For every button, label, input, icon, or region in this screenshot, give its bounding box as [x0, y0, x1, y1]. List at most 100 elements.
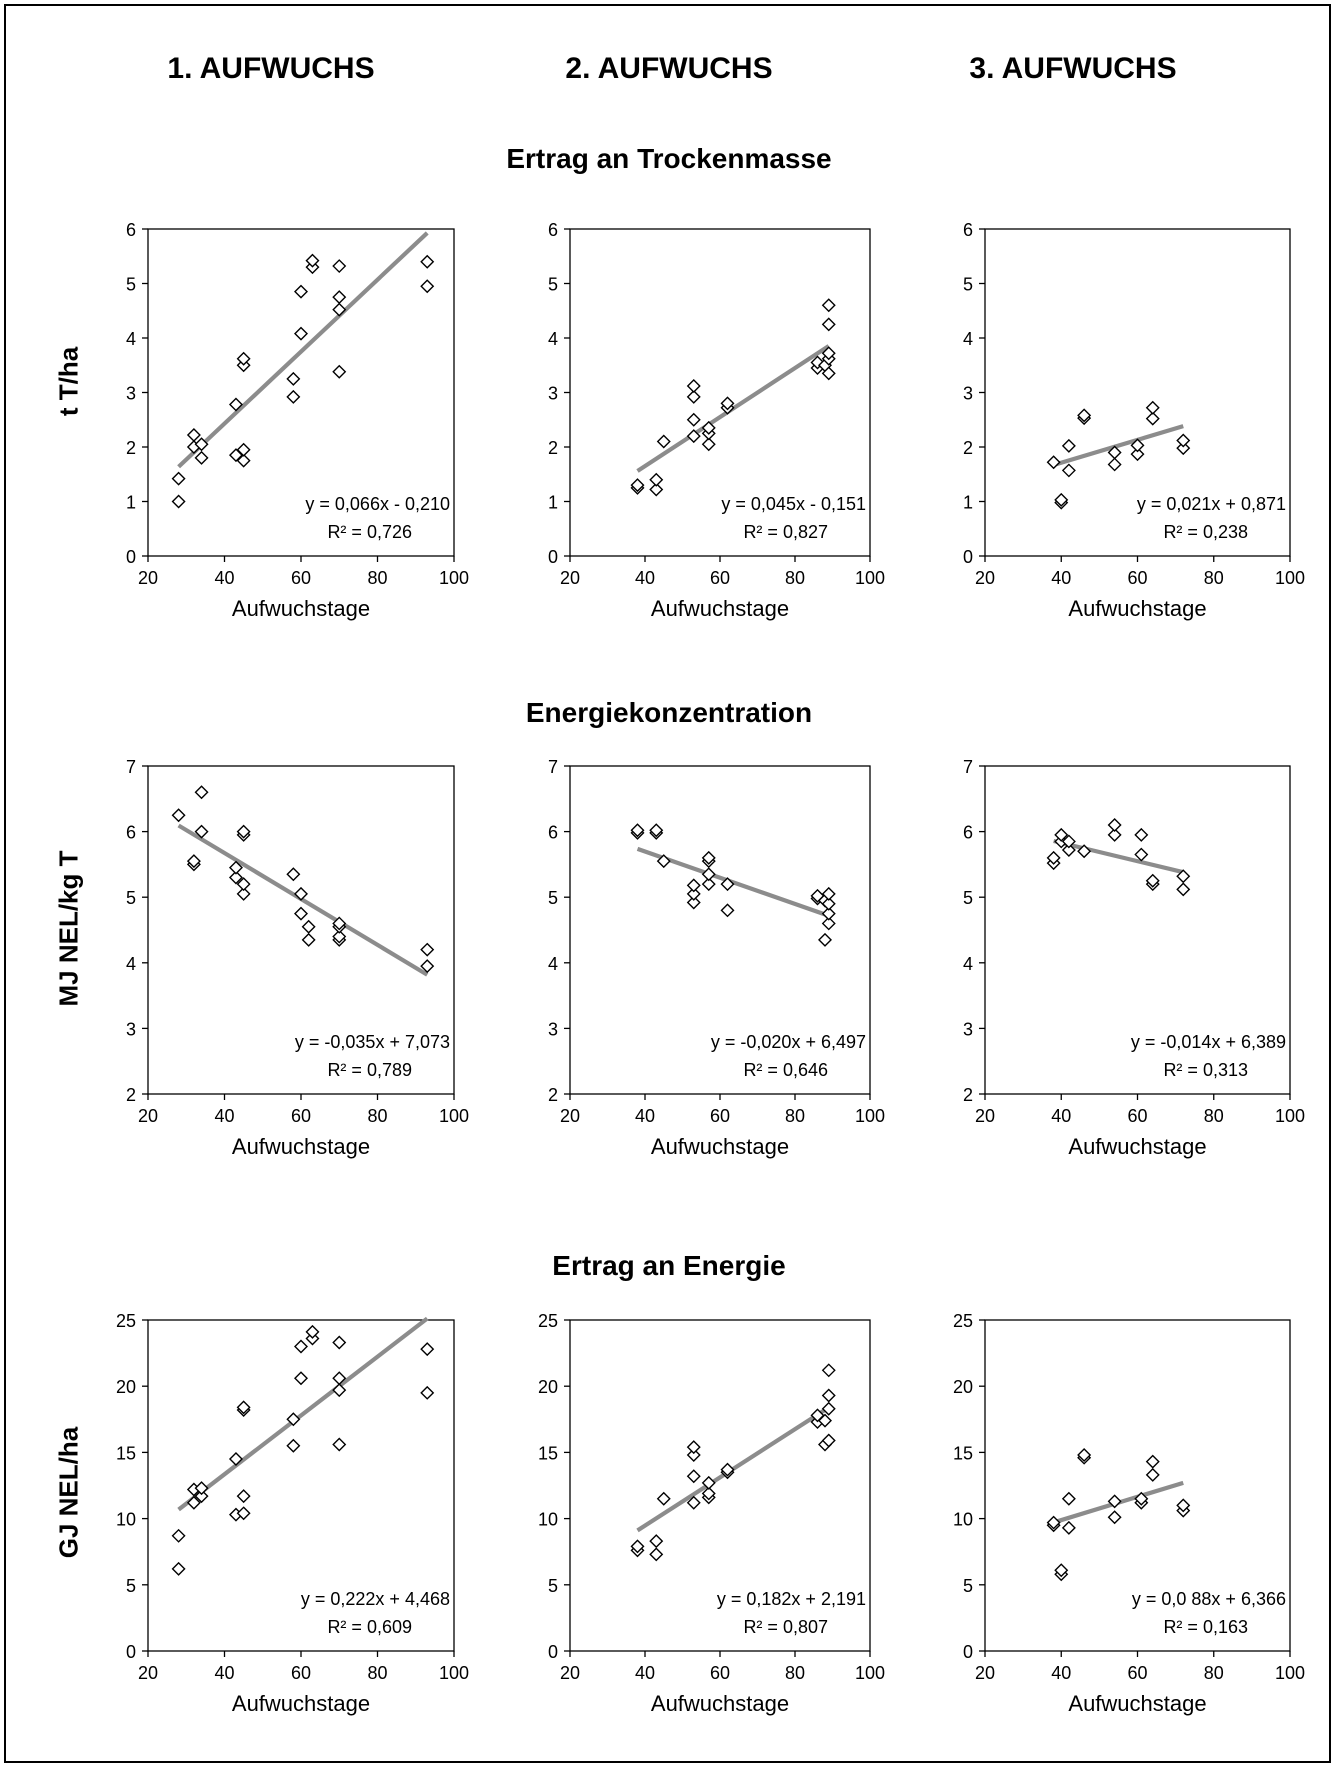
plot-8-x-axis-label: Aufwuchstage	[651, 1691, 789, 1716]
plot-9-x-tick-label: 80	[1204, 1663, 1224, 1683]
plot-6-x-axis-label: Aufwuchstage	[1068, 1134, 1206, 1159]
plot-2-x-tick-label: 60	[710, 568, 730, 588]
plot-7-trend-line	[177, 1316, 429, 1512]
plot-7-data-point	[286, 1412, 301, 1427]
plot-1-data-point	[332, 302, 347, 317]
plot-5-y-tick-label: 4	[548, 954, 558, 974]
plot-5-data-point	[686, 878, 701, 893]
plot-2-data-point	[821, 346, 836, 361]
plot-4-y-tick-label: 3	[126, 1019, 136, 1039]
plot-3-data-point	[1054, 492, 1069, 507]
column-title-2: 2. AUFWUCHS	[565, 52, 773, 85]
plot-7-data-point	[420, 1385, 435, 1400]
plot-6-y-tick-label: 4	[963, 954, 973, 974]
plot-1-x-tick-label: 60	[291, 568, 311, 588]
plot-4-y-tick-label: 4	[126, 954, 136, 974]
plot-9-data-point	[1046, 1515, 1061, 1530]
plot-6-trend-line	[1053, 838, 1184, 875]
plot-7-y-tick-label: 25	[116, 1311, 136, 1331]
plot-6-x-tick-label: 80	[1204, 1106, 1224, 1126]
plot-7-y-tick-label: 20	[116, 1377, 136, 1397]
plot-7-data-point	[305, 1324, 320, 1339]
plot-3-y-tick-label: 1	[963, 493, 973, 513]
plot-5-data-point	[686, 886, 701, 901]
plot-1-data-point	[236, 351, 251, 366]
plot-2-equation-label: y = 0,045x - 0,151	[721, 494, 866, 514]
plot-4-data-point	[228, 870, 243, 885]
plot-6-r-squared-label: R² = 0,313	[1163, 1060, 1248, 1080]
plot-7-data-point	[236, 1489, 251, 1504]
plot-8-r-squared-label: R² = 0,807	[743, 1617, 828, 1637]
plot-7-data-point	[294, 1339, 308, 1354]
plot-4-y-tick-label: 5	[126, 888, 136, 908]
plot-7-data-point	[286, 1438, 301, 1453]
plot-2-data-point	[821, 366, 836, 381]
plot-6-y-tick-label: 2	[963, 1085, 973, 1105]
plot-2-data-point	[686, 378, 701, 393]
plot-9-data-point	[1054, 1563, 1069, 1578]
plot-9-y-tick-label: 0	[963, 1642, 973, 1662]
plot-7-r-squared-label: R² = 0,609	[327, 1617, 412, 1637]
plot-3-data-point	[1145, 400, 1160, 415]
plot-4-x-tick-label: 20	[138, 1106, 158, 1126]
plot-4-x-tick-label: 80	[367, 1106, 387, 1126]
plot-5-x-axis-label: Aufwuchstage	[651, 1134, 789, 1159]
plot-8-data-point	[821, 1401, 836, 1416]
plot-2-y-tick-label: 4	[548, 329, 558, 349]
plot-6-data-point	[1107, 827, 1122, 842]
plot-5-x-tick-label: 40	[635, 1106, 655, 1126]
plot-7-data-point	[194, 1489, 209, 1504]
plot-2-y-tick-label: 0	[548, 547, 558, 567]
plot-4-data-point	[301, 932, 316, 947]
plot-1-y-tick-label: 2	[126, 438, 136, 458]
plot-5-x-tick-label: 60	[710, 1106, 730, 1126]
plot-1-y-tick-label: 6	[126, 220, 136, 240]
plot-7-x-tick-label: 40	[214, 1663, 234, 1683]
plot-9-data-point	[1176, 1498, 1191, 1513]
plot-3-data-point	[1107, 457, 1122, 472]
plot-4-data-point	[236, 877, 251, 892]
plot-6-data-point	[1134, 847, 1149, 862]
plot-6-data-point	[1134, 827, 1149, 842]
plot-3-data-point	[1176, 441, 1191, 456]
plot-7-y-tick-label: 5	[126, 1576, 136, 1596]
plot-4-data-point	[301, 919, 316, 934]
plot-7-x-tick-label: 60	[291, 1663, 311, 1683]
plot-7-data-point	[186, 1495, 201, 1510]
plot-2-y-tick-label: 5	[548, 275, 558, 295]
plot-2-data-point	[720, 396, 735, 411]
plot-7-x-tick-label: 80	[367, 1663, 387, 1683]
plot-9-y-tick-label: 15	[953, 1443, 973, 1463]
plot-1-data-point	[194, 437, 209, 452]
plot-2-data-point	[821, 317, 836, 332]
plot-1-data-point	[294, 284, 308, 299]
plot-4-data-point	[286, 867, 301, 882]
plot-8-x-tick-label: 80	[785, 1663, 805, 1683]
plot-9-r-squared-label: R² = 0,163	[1163, 1617, 1248, 1637]
plot-1-r-squared-label: R² = 0,726	[327, 522, 412, 542]
plot-5-data-point	[821, 896, 836, 911]
plot-1-data-point	[194, 450, 209, 465]
plot-8-x-tick-label: 20	[560, 1663, 580, 1683]
plot-3-y-tick-label: 2	[963, 438, 973, 458]
plot-3-x-tick-label: 100	[1275, 568, 1305, 588]
plot-6-data-point	[1061, 834, 1076, 849]
plot-1-equation-label: y = 0,066x - 0,210	[305, 494, 450, 514]
plot-5-r-squared-label: R² = 0,646	[743, 1060, 828, 1080]
plot-7-data-point	[171, 1561, 186, 1576]
plot-1-data-point	[332, 290, 347, 305]
plot-1-data-point	[286, 371, 301, 386]
plot-8-data-point	[720, 1462, 735, 1477]
plot-1-data-point	[236, 453, 251, 468]
row-title-dry-matter: Ertrag an Trockenmasse	[506, 143, 832, 174]
plot-8-data-point	[656, 1491, 671, 1506]
plot-4-x-axis-label: Aufwuchstage	[232, 1134, 370, 1159]
plot-8-y-tick-label: 15	[538, 1443, 558, 1463]
plot-6-y-tick-label: 3	[963, 1019, 973, 1039]
plot-6-data-point	[1176, 882, 1191, 897]
plot-7-data-point	[332, 1383, 347, 1398]
plot-1-trend-line	[177, 231, 429, 469]
plot-4-data-point	[332, 929, 347, 944]
plot-7-data-point	[294, 1371, 308, 1386]
plot-1-data-point	[228, 448, 243, 463]
